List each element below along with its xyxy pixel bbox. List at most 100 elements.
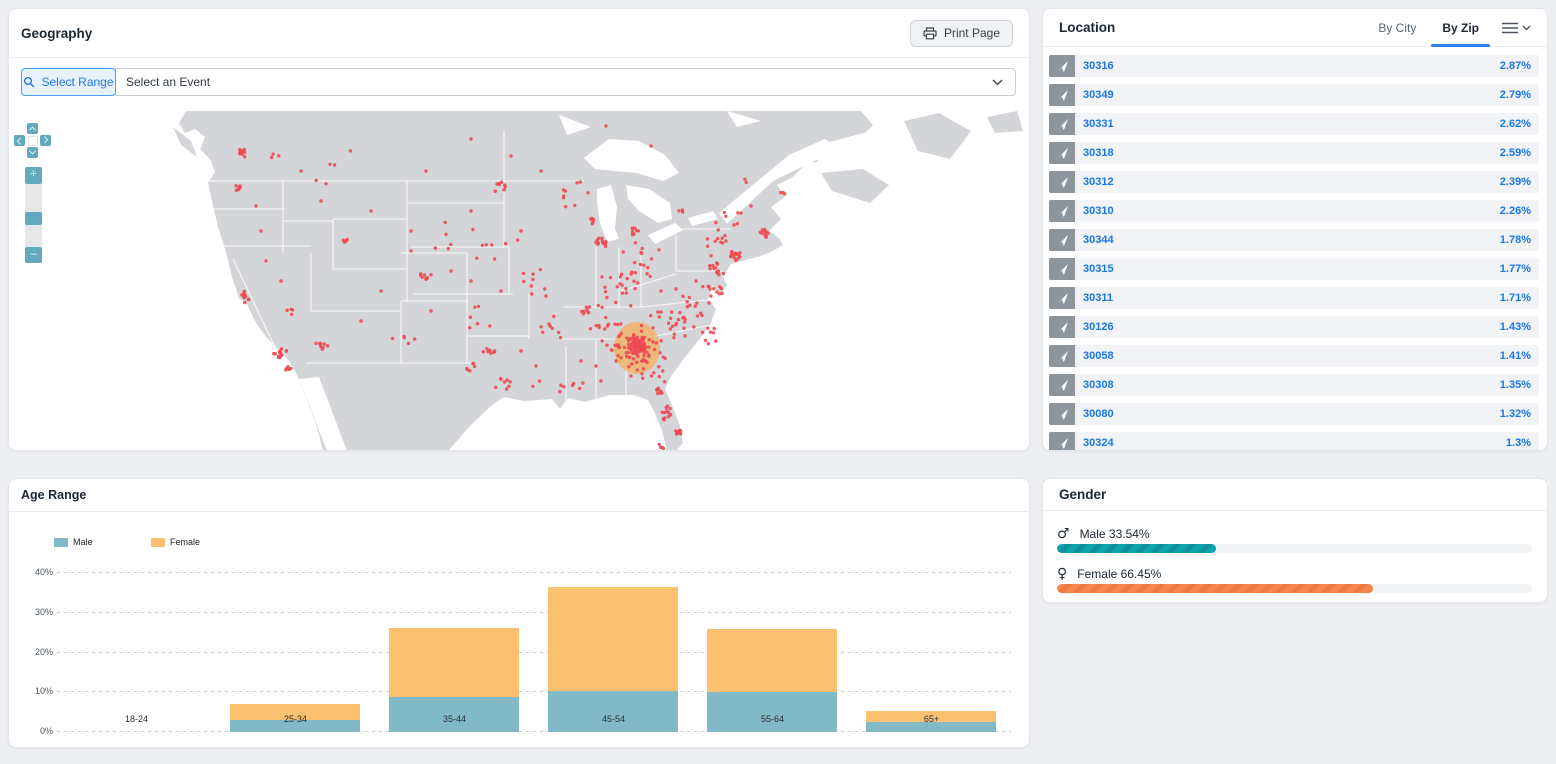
bar-male-65+[interactable] bbox=[866, 721, 997, 732]
map-dot bbox=[422, 273, 427, 277]
map-dot bbox=[672, 336, 676, 340]
map-dot bbox=[369, 209, 373, 213]
zip-link[interactable]: 30331 bbox=[1083, 118, 1114, 130]
zip-link[interactable]: 30126 bbox=[1083, 321, 1114, 333]
zip-link[interactable]: 30316 bbox=[1083, 60, 1114, 72]
zip-link[interactable]: 30315 bbox=[1083, 263, 1114, 275]
navigate-icon[interactable] bbox=[1049, 403, 1075, 425]
map-dot bbox=[763, 234, 768, 238]
zip-link[interactable]: 30308 bbox=[1083, 379, 1114, 391]
bar-male-25-34[interactable] bbox=[230, 720, 361, 732]
navigate-icon[interactable] bbox=[1049, 55, 1075, 77]
pan-left-button[interactable] bbox=[14, 135, 25, 146]
navigate-icon[interactable] bbox=[1049, 316, 1075, 338]
bar-female-45-54[interactable] bbox=[548, 586, 679, 692]
zoom-out-button[interactable]: – bbox=[25, 247, 42, 263]
age-slot-45-54: 45-54 bbox=[534, 552, 693, 732]
location-row: 30308 1.35% bbox=[1049, 374, 1539, 396]
map-dot bbox=[766, 231, 770, 235]
map-dot bbox=[247, 297, 251, 301]
map-dot bbox=[630, 230, 635, 234]
zip-link[interactable]: 30311 bbox=[1083, 292, 1113, 304]
pan-down-button[interactable] bbox=[27, 147, 38, 158]
zip-link[interactable]: 30344 bbox=[1083, 234, 1114, 246]
bar-male-55-64[interactable] bbox=[707, 691, 838, 732]
canada-lake bbox=[727, 111, 761, 127]
map-zoom-control: + – bbox=[25, 167, 42, 263]
navigate-icon[interactable] bbox=[1049, 258, 1075, 280]
map-dot bbox=[492, 257, 497, 261]
event-select[interactable]: Select an Event bbox=[115, 68, 1016, 96]
bar-female-35-44[interactable] bbox=[389, 628, 520, 698]
zip-link[interactable]: 30324 bbox=[1083, 437, 1114, 449]
bar-female-55-64[interactable] bbox=[707, 628, 838, 692]
map-dot bbox=[700, 330, 705, 335]
geography-toolbar: Select Range Select an Event bbox=[9, 58, 1029, 105]
tab-by-zip[interactable]: By Zip bbox=[1429, 9, 1492, 47]
map-dot bbox=[499, 289, 503, 293]
map-dot bbox=[348, 149, 353, 153]
location-row: 30349 2.79% bbox=[1049, 84, 1539, 106]
map-dot bbox=[585, 307, 589, 312]
age-slot-55-64: 55-64 bbox=[693, 552, 852, 732]
hamburger-icon bbox=[1502, 22, 1518, 34]
map-dot bbox=[659, 445, 663, 450]
map-dot bbox=[694, 279, 698, 283]
map-dot bbox=[736, 211, 740, 215]
pan-right-button[interactable] bbox=[40, 135, 51, 146]
navigate-icon[interactable] bbox=[1049, 84, 1075, 106]
map-dot bbox=[499, 180, 504, 184]
map-dot bbox=[409, 249, 413, 253]
map-dot bbox=[681, 294, 685, 298]
zip-link[interactable]: 30080 bbox=[1083, 408, 1114, 420]
select-range-button[interactable]: Select Range bbox=[21, 68, 116, 96]
zoom-slider-track[interactable] bbox=[25, 184, 42, 247]
geography-map[interactable]: + – bbox=[9, 105, 1029, 450]
zoom-slider-handle[interactable] bbox=[25, 212, 42, 225]
tab-by-city[interactable]: By City bbox=[1378, 20, 1417, 35]
map-dot bbox=[762, 229, 767, 233]
navigate-icon[interactable] bbox=[1049, 113, 1075, 135]
map-dot bbox=[539, 325, 543, 329]
map-dot bbox=[640, 359, 644, 363]
bar-female-65+[interactable] bbox=[866, 710, 997, 722]
location-list: 30316 2.87% 30349 2.79% 30331 2.62% 30318 2.59%… bbox=[1049, 55, 1539, 450]
bar-female-25-34[interactable] bbox=[230, 704, 361, 721]
zip-link[interactable]: 30318 bbox=[1083, 147, 1114, 159]
map-dot bbox=[284, 366, 289, 371]
bar-male-35-44[interactable] bbox=[389, 697, 520, 732]
map-dot bbox=[647, 353, 651, 357]
map-dot bbox=[720, 236, 724, 240]
zip-link[interactable]: 30310 bbox=[1083, 205, 1114, 217]
pan-center[interactable] bbox=[27, 135, 38, 146]
bar-male-45-54[interactable] bbox=[548, 691, 679, 732]
zip-link[interactable]: 30349 bbox=[1083, 89, 1114, 101]
location-panel: Location By City By Zip 30316 2.87% 30349 2… bbox=[1042, 8, 1548, 451]
map-dot bbox=[314, 178, 318, 183]
map-dot bbox=[633, 270, 637, 275]
map-dot bbox=[586, 310, 590, 314]
navigate-icon[interactable] bbox=[1049, 142, 1075, 164]
location-row-body: 30315 1.77% bbox=[1075, 258, 1539, 280]
map-dot bbox=[651, 326, 655, 330]
map-dot bbox=[700, 313, 704, 318]
navigate-icon[interactable] bbox=[1049, 374, 1075, 396]
navigate-icon[interactable] bbox=[1049, 200, 1075, 222]
map-dot bbox=[234, 184, 238, 188]
navigate-icon[interactable] bbox=[1049, 229, 1075, 251]
zip-link[interactable]: 30312 bbox=[1083, 176, 1114, 188]
navigate-icon[interactable] bbox=[1049, 432, 1075, 450]
navigate-icon[interactable] bbox=[1049, 171, 1075, 193]
map-dot bbox=[241, 292, 245, 296]
zip-link[interactable]: 30058 bbox=[1083, 350, 1114, 362]
print-page-button[interactable]: Print Page bbox=[909, 19, 1013, 47]
location-menu-button[interactable] bbox=[1502, 22, 1531, 34]
navigate-icon[interactable] bbox=[1049, 287, 1075, 309]
pan-up-button[interactable] bbox=[27, 123, 38, 134]
navigate-icon[interactable] bbox=[1049, 345, 1075, 367]
chevron-down-icon bbox=[28, 147, 37, 155]
chevron-right-icon bbox=[41, 136, 49, 144]
zip-percent: 2.26% bbox=[1499, 205, 1531, 217]
map-dot bbox=[639, 346, 643, 351]
zoom-in-button[interactable]: + bbox=[25, 167, 42, 184]
